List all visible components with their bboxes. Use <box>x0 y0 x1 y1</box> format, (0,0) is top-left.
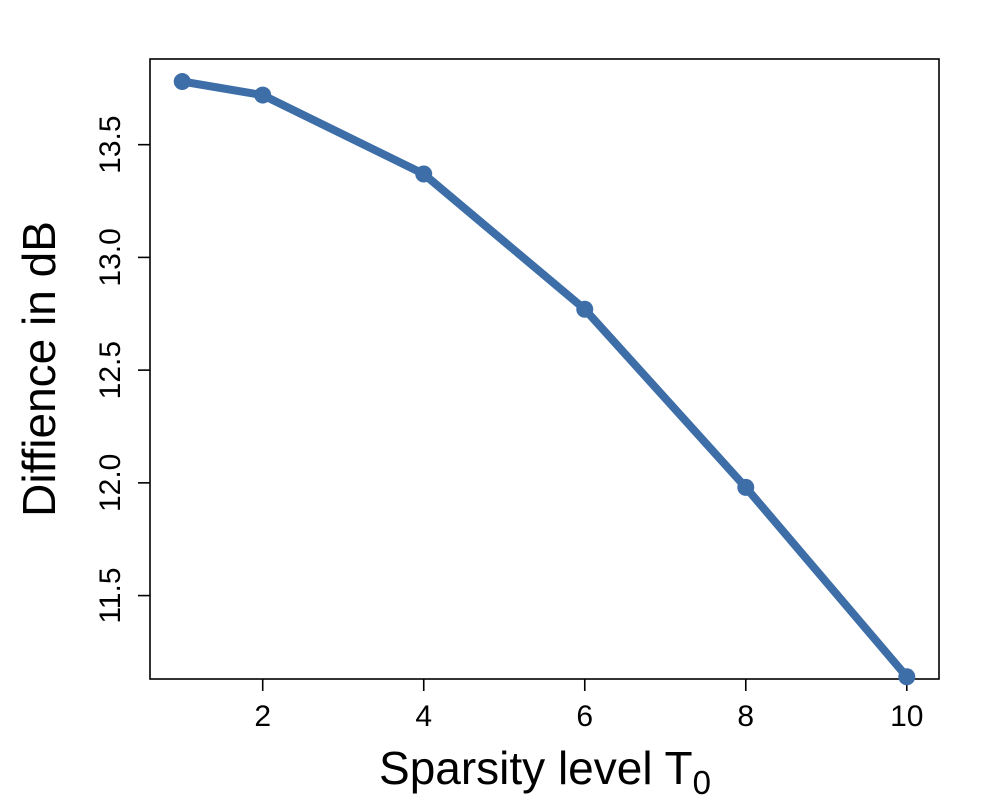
y-tick-label: 12.0 <box>94 454 127 512</box>
x-tick-label: 6 <box>576 700 593 733</box>
data-point <box>173 73 191 91</box>
x-axis-title: Sparsity level T0 <box>379 742 711 800</box>
y-tick-label: 13.0 <box>94 228 127 286</box>
x-axis-title-subscript: 0 <box>693 764 711 800</box>
series-line <box>178 77 911 681</box>
data-point <box>415 165 433 183</box>
y-axis: 11.5 12.0 12.5 13.0 13.5 <box>94 115 150 624</box>
x-axis-title-main: Sparsity level T <box>379 742 693 794</box>
x-tick-label: 10 <box>890 700 923 733</box>
data-point <box>898 668 916 686</box>
series-points <box>173 73 916 686</box>
data-point <box>576 300 594 318</box>
data-point <box>737 478 755 496</box>
x-tick-label: 2 <box>254 700 271 733</box>
y-axis-title: Diffience in dB <box>13 221 65 517</box>
x-tick-label: 8 <box>737 700 754 733</box>
x-tick-label: 4 <box>415 700 432 733</box>
plot-frame <box>149 58 940 680</box>
y-tick-label: 13.5 <box>94 115 127 173</box>
y-tick-label: 11.5 <box>94 567 127 623</box>
y-tick-label: 12.5 <box>94 341 127 399</box>
data-point <box>254 86 272 104</box>
x-axis: 2 4 6 8 10 <box>254 679 923 733</box>
